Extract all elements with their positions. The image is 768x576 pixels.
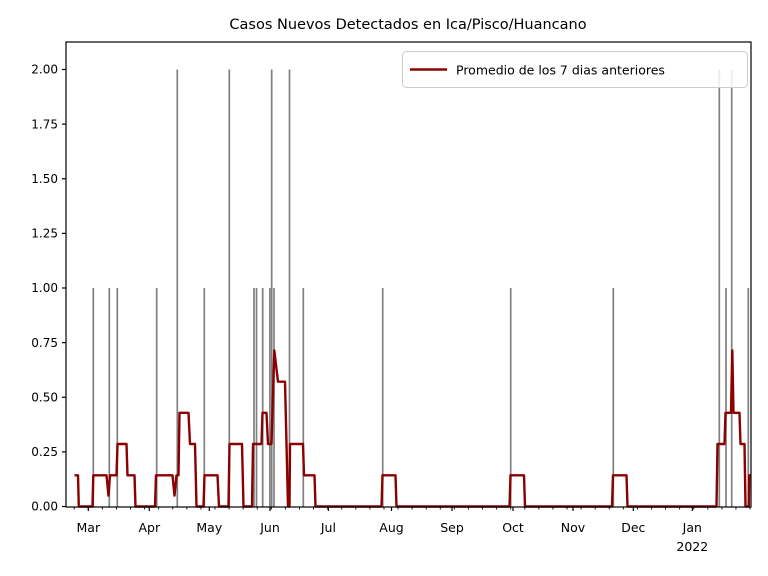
daily-cases-bar: [228, 69, 231, 507]
y-tick-label: 0.75: [31, 336, 58, 350]
y-tick-label: 1.50: [31, 172, 58, 186]
daily-cases-bar: [509, 288, 512, 507]
x-tick-label: Apr: [138, 520, 160, 535]
daily-cases-bar: [269, 288, 271, 507]
daily-cases-bar: [253, 288, 255, 507]
daily-cases-bar: [261, 288, 264, 507]
daily-cases-bar: [612, 288, 615, 507]
x-tick-label: Jul: [320, 520, 336, 535]
daily-cases-bar: [108, 288, 111, 507]
y-tick-label: 1.25: [31, 227, 58, 241]
plot-border: [65, 41, 752, 508]
x-tick-label: Mar: [77, 520, 101, 535]
x-tick-label: Aug: [379, 520, 403, 535]
daily-cases-bar: [288, 69, 291, 507]
x-tick-label: Oct: [502, 520, 524, 535]
x-year-label: 2022: [676, 539, 708, 554]
x-tick-label: Jun: [259, 520, 280, 535]
seven-day-average-line: [74, 349, 751, 508]
daily-cases-bar: [155, 288, 158, 507]
daily-cases-bar: [725, 288, 727, 507]
legend-box: [402, 51, 748, 88]
chart-title: Casos Nuevos Detectados en Ica/Pisco/Hua…: [229, 17, 586, 33]
legend: Promedio de los 7 dias anteriores: [402, 51, 748, 88]
x-tick-label: Dec: [621, 520, 645, 535]
daily-cases-bar: [381, 288, 384, 507]
daily-cases-bar: [718, 69, 721, 507]
daily-cases-bar: [747, 288, 750, 507]
daily-cases-bar: [730, 69, 733, 507]
seven-day-average-polyline: [74, 349, 751, 508]
daily-cases-bar: [176, 69, 179, 507]
daily-cases-bar: [270, 69, 273, 507]
axes: 0.00 0.25 0.50 0.75 1.00 1.25 1.50 1.75 2.00 Mar A…: [31, 41, 752, 554]
y-tick-label: 0.00: [31, 500, 58, 514]
y-tick-label: 2.00: [31, 63, 58, 77]
y-tick-label: 1.00: [31, 281, 58, 295]
daily-cases-bar: [116, 288, 119, 507]
daily-cases-bar: [92, 288, 95, 507]
daily-cases-bar: [255, 288, 258, 507]
daily-cases-bar: [203, 288, 206, 507]
legend-label: Promedio de los 7 dias anteriores: [456, 63, 665, 78]
x-tick-label: Jan: [682, 520, 702, 535]
x-tick-label: Nov: [561, 520, 586, 535]
y-tick-label: 0.25: [31, 445, 58, 459]
daily-cases-bar: [302, 288, 305, 507]
x-tick-label: May: [196, 520, 222, 535]
y-tick-label: 0.50: [31, 390, 58, 404]
y-tick-label: 1.75: [31, 117, 58, 131]
x-tick-label: Sep: [440, 520, 464, 535]
